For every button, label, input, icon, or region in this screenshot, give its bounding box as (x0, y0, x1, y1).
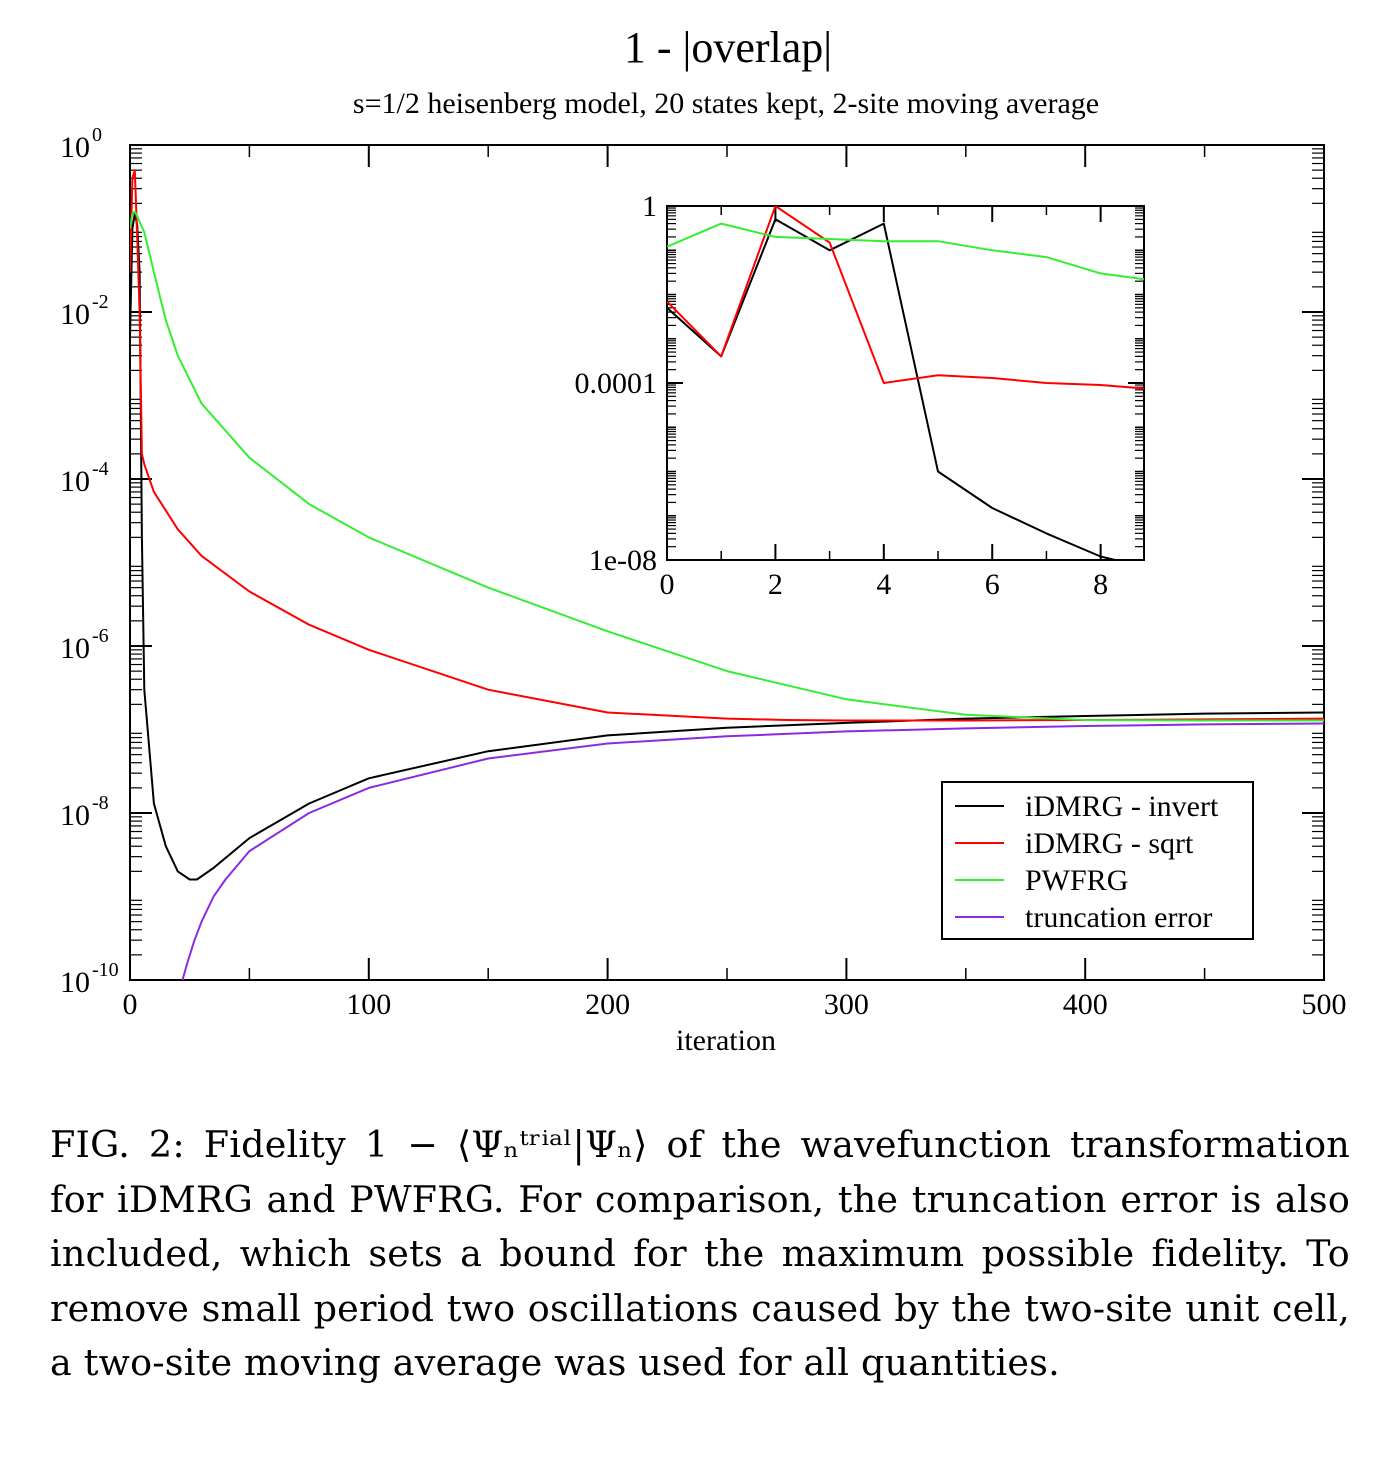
main-y-tick-exponent: -8 (92, 792, 109, 814)
main-x-tick-label: 0 (123, 988, 138, 1021)
main-y-tick-label: 10 (60, 799, 90, 832)
inset-x-tick-label: 2 (768, 568, 783, 601)
main-y-tick-label: 10 (60, 632, 90, 665)
main-x-tick-label: 400 (1063, 988, 1108, 1021)
main-y-tick-exponent: -6 (92, 625, 109, 647)
inset-y-tick-label: 0.0001 (575, 367, 658, 400)
main-y-tick-exponent: 0 (92, 124, 102, 146)
main-x-tick-label: 300 (824, 988, 869, 1021)
main-y-tick-label: 10 (60, 966, 90, 999)
main-x-tick-label: 200 (585, 988, 630, 1021)
main-series-line (130, 212, 1324, 881)
main-y-tick-exponent: -10 (92, 959, 119, 981)
main-y-tick-label: 10 (60, 131, 90, 164)
inset-x-tick-label: 0 (660, 568, 675, 601)
inset-y-tick-label: 1 (642, 190, 657, 223)
main-x-tick-label: 500 (1302, 988, 1347, 1021)
legend-box (941, 781, 1254, 940)
figure-caption: FIG. 2: Fidelity 1 − ⟨Ψₙᵗʳⁱᵃˡ|Ψₙ⟩ of the… (50, 1118, 1350, 1391)
inset-x-tick-label: 6 (985, 568, 1000, 601)
x-axis-label: iteration (676, 1024, 776, 1057)
chart-title: 1 - |overlap| (624, 23, 832, 72)
inset-x-tick-label: 8 (1093, 568, 1108, 601)
legend-label: iDMRG - sqrt (1025, 827, 1194, 860)
main-y-tick-label: 10 (60, 465, 90, 498)
main-y-tick-label: 10 (60, 298, 90, 331)
inset-series-line (667, 222, 1144, 281)
main-y-tick-exponent: -4 (92, 458, 109, 480)
legend-label: truncation error (1025, 901, 1212, 934)
chart-subtitle: s=1/2 heisenberg model, 20 states kept, … (353, 87, 1099, 120)
inset-y-tick-label: 1e-08 (589, 544, 657, 577)
main-series-line (130, 210, 1324, 722)
main-series-line (181, 722, 1324, 980)
inset-series-line (667, 206, 1144, 390)
main-series-line (130, 169, 1324, 722)
main-x-tick-label: 100 (346, 988, 391, 1021)
legend: iDMRG - invert iDMRG - sqrt PWFRG truncatio… (941, 781, 1254, 940)
legend-label: PWFRG (1025, 864, 1128, 897)
inset-series-line (667, 218, 1120, 560)
legend-label: iDMRG - invert (1025, 790, 1219, 823)
inset-x-tick-label: 4 (876, 568, 891, 601)
main-y-tick-exponent: -2 (92, 291, 109, 313)
caption-text: FIG. 2: Fidelity 1 − ⟨Ψₙᵗʳⁱᵃˡ|Ψₙ⟩ of the… (50, 1123, 1350, 1384)
inset-plot: 0 2 4 6 8 1 0.0001 1e-08 (575, 190, 1145, 601)
